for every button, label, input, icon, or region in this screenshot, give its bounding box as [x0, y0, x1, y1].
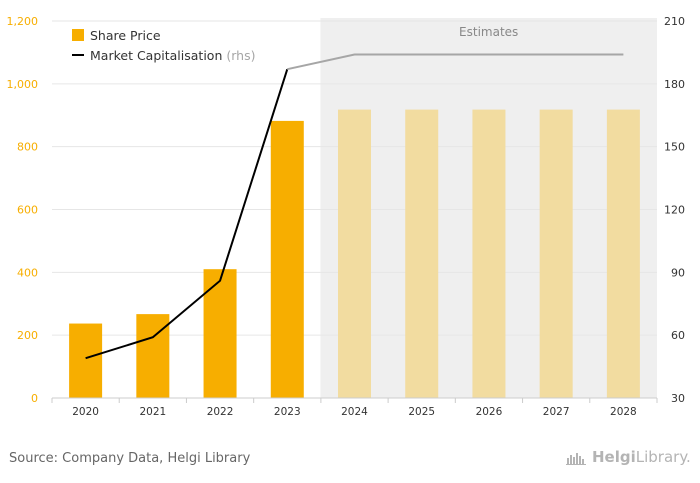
right-tick-label: 90: [671, 266, 685, 279]
legend: Share Price Market Capitalisation (rhs): [72, 28, 255, 63]
x-tick-label: 2021: [139, 406, 166, 418]
legend-market-cap-suffix: (rhs): [226, 48, 255, 63]
x-tick-label: 2024: [341, 406, 368, 418]
left-tick-label: 200: [17, 329, 38, 342]
share-price-bar: [203, 269, 237, 398]
left-tick-label: 0: [31, 392, 38, 405]
legend-label-market-cap: Market Capitalisation (rhs): [90, 48, 255, 63]
share-price-bars: [69, 109, 640, 398]
right-tick-label: 60: [671, 329, 685, 342]
left-tick-label: 600: [17, 204, 38, 217]
helgi-library-logo: HelgiLibrary.: [566, 448, 691, 466]
right-axis: 30 60 90 120 150 180 210: [664, 15, 685, 405]
x-tick-label: 2020: [72, 406, 99, 418]
helgi-logo-icon: [566, 453, 586, 465]
estimates-label: Estimates: [459, 25, 518, 39]
share-price-bar: [69, 323, 103, 398]
left-tick-label: 400: [17, 266, 38, 279]
share-price-bar: [539, 109, 573, 398]
legend-swatch-share-price: [72, 29, 84, 41]
x-tick-label: 2027: [543, 406, 570, 418]
legend-market-cap-name: Market Capitalisation: [90, 48, 222, 63]
x-tick-label: 2026: [476, 406, 503, 418]
source-note: Source: Company Data, Helgi Library: [9, 451, 251, 466]
share-price-bar: [338, 109, 371, 398]
share-price-bar: [270, 120, 304, 398]
share-price-bar: [606, 109, 640, 398]
market-cap-line-estimate: [287, 53, 624, 71]
x-axis: 2020 2021 2022 2023 2024 2025 2026 2027 2028: [51, 397, 658, 418]
right-tick-label: 180: [664, 78, 685, 91]
left-tick-label: 1,000: [7, 78, 39, 91]
x-tick-label: 2023: [274, 406, 301, 418]
right-tick-label: 120: [664, 204, 685, 217]
left-axis: 0 200 400 600 800 1,000 1,200: [7, 15, 39, 405]
market-cap-line-actual: [85, 68, 289, 360]
right-tick-label: 210: [664, 15, 685, 28]
right-tick-label: 30: [671, 392, 685, 405]
logo-text-library: Library.: [635, 448, 691, 466]
market-cap-line: [85, 53, 624, 360]
share-price-bar: [472, 109, 506, 398]
left-tick-label: 1,200: [7, 15, 39, 28]
right-tick-label: 150: [664, 141, 685, 154]
legend-label-share-price: Share Price: [90, 28, 161, 43]
x-tick-label: 2025: [408, 406, 435, 418]
share-price-bar: [405, 109, 439, 398]
left-tick-label: 800: [17, 141, 38, 154]
x-tick-label: 2028: [610, 406, 637, 418]
logo-text-helgi: Helgi: [592, 448, 636, 466]
x-tick-label: 2022: [207, 406, 234, 418]
